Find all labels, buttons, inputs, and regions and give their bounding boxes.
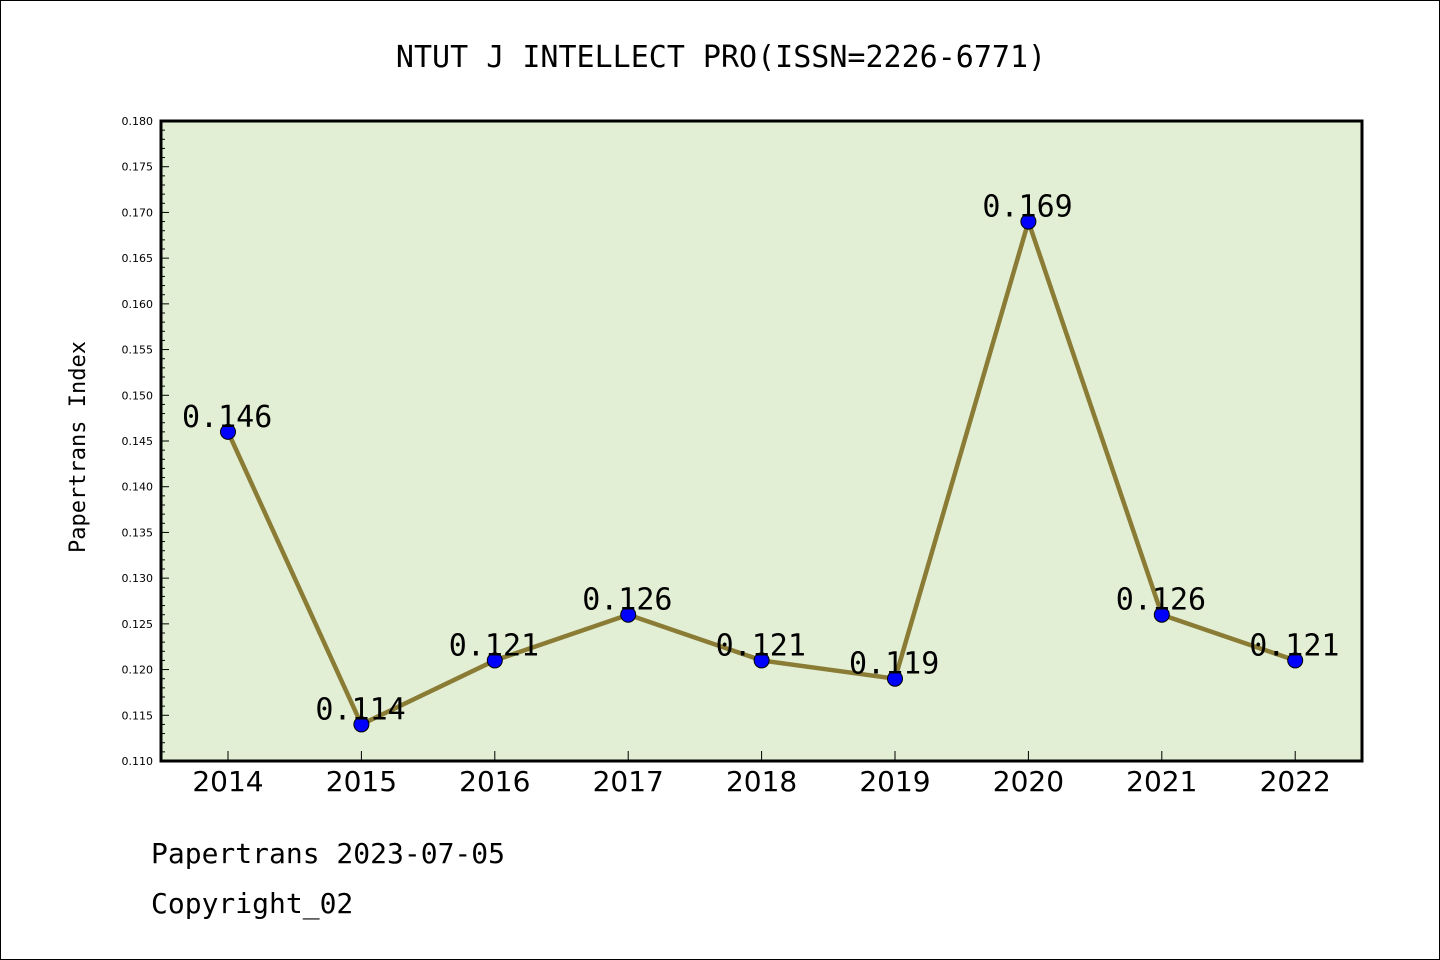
y-tick-label: 0.155	[122, 344, 154, 357]
data-label: 0.121	[449, 628, 539, 663]
footer-copyright-text: Copyright_02	[151, 887, 354, 920]
y-tick-label: 0.125	[122, 618, 154, 631]
data-point-marker	[887, 670, 903, 687]
y-tick-label: 0.175	[122, 161, 154, 174]
x-tick-label: 2015	[326, 765, 397, 798]
y-axis-ticks: 0.110 0.115 0.120 0.125 0.130 0.135 0.140 0.145…	[122, 115, 169, 768]
x-tick-label: 2016	[459, 765, 530, 798]
data-point-marker	[1020, 213, 1037, 230]
data-label-group: 0.146 0.114 0.121 0.126 0.121 0.119 0.169 0.126…	[182, 190, 1340, 728]
data-point-marker	[753, 652, 770, 669]
footer-date-text: Papertrans 2023-07-05	[151, 837, 506, 870]
x-tick-label: 2018	[726, 765, 797, 798]
marker-group	[220, 213, 1304, 733]
x-tick-label: 2014	[192, 765, 263, 798]
y-axis-label: Papertrans Index	[66, 341, 91, 553]
y-tick-label: 0.180	[122, 115, 154, 128]
y-tick-label: 0.145	[122, 435, 154, 448]
data-label: 0.126	[1116, 583, 1206, 618]
x-tick-label: 2022	[1260, 765, 1331, 798]
data-point-marker	[620, 606, 637, 623]
y-tick-label: 0.135	[122, 526, 154, 539]
y-tick-label: 0.160	[122, 298, 154, 311]
data-label: 0.119	[849, 647, 939, 682]
data-label: 0.169	[982, 190, 1072, 225]
y-tick-label: 0.115	[122, 709, 154, 722]
x-tick-label: 2017	[593, 765, 664, 798]
y-tick-label: 0.165	[122, 252, 154, 265]
data-point-marker	[220, 423, 236, 440]
data-label: 0.146	[182, 400, 272, 435]
y-tick-label: 0.130	[122, 572, 154, 585]
y-tick-label: 0.110	[122, 755, 154, 768]
x-tick-label: 2019	[859, 765, 930, 798]
data-label: 0.121	[1249, 628, 1339, 663]
x-axis-ticks: 2014 2015 2016 2017 2018 2019 2020 2021 2022	[192, 751, 1331, 798]
data-point-marker	[353, 716, 370, 733]
data-label: 0.126	[582, 583, 672, 618]
x-tick-label: 2020	[993, 765, 1064, 798]
y-tick-label: 0.120	[122, 664, 154, 677]
data-label: 0.114	[315, 692, 405, 727]
y-tick-label: 0.170	[122, 206, 154, 219]
data-point-marker	[1287, 652, 1304, 669]
data-point-marker	[486, 652, 503, 669]
data-label: 0.121	[716, 628, 806, 663]
y-tick-label: 0.150	[122, 389, 154, 402]
data-point-marker	[1153, 606, 1170, 623]
chart-title: NTUT J INTELLECT PRO(ISSN=2226-6771)	[396, 40, 1046, 75]
y-tick-label: 0.140	[122, 481, 154, 494]
x-tick-label: 2021	[1126, 765, 1197, 798]
